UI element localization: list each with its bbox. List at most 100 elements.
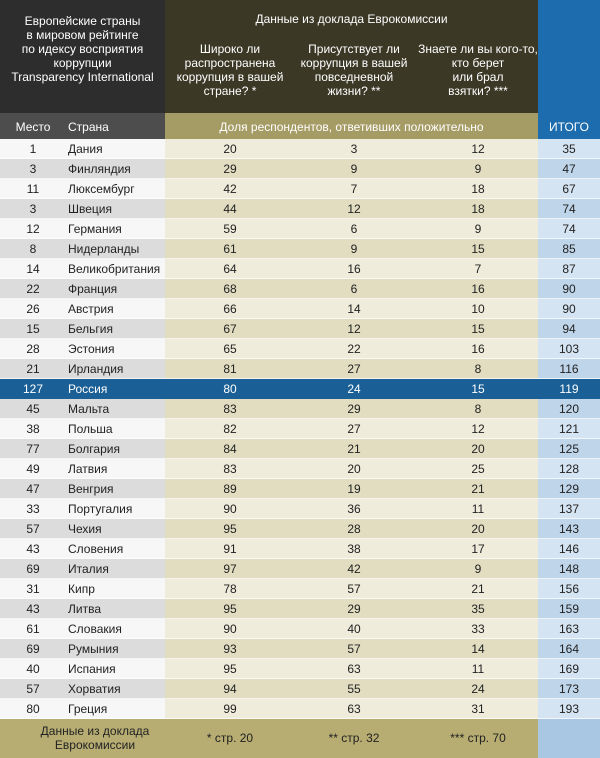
cell: 63 (347, 662, 361, 676)
row-bg (165, 419, 538, 439)
cell: 83 (223, 402, 237, 416)
row-bg (538, 179, 600, 199)
row-bg (165, 319, 538, 339)
cell: 9 (474, 222, 482, 236)
cell: 99 (223, 702, 237, 716)
cell: 91 (223, 542, 237, 556)
cell: 65 (223, 342, 237, 356)
cell: 3 (29, 202, 37, 216)
row-bg (0, 559, 165, 579)
row-bg (165, 459, 538, 479)
cell: 81 (223, 362, 237, 376)
footer-note: ** стр. 32 (328, 731, 380, 745)
cell: 121 (558, 422, 580, 436)
cell: 77 (26, 442, 40, 456)
row-divider (0, 258, 600, 259)
cell: 94 (562, 322, 576, 336)
cell: 24 (347, 382, 361, 396)
cell: 12 (471, 142, 485, 156)
subheader-middle (165, 113, 538, 139)
cell: Португалия (68, 502, 133, 516)
row-divider (0, 558, 600, 559)
row-bg (0, 239, 165, 259)
cell: 66 (223, 302, 237, 316)
cell: Литва (68, 602, 101, 616)
row-divider (0, 538, 600, 539)
row-bg (0, 399, 165, 419)
cell: 67 (562, 182, 576, 196)
row-bg (0, 519, 165, 539)
cell: 29 (347, 402, 361, 416)
cell: 45 (26, 402, 40, 416)
cell: 3 (29, 162, 37, 176)
row-bg (165, 539, 538, 559)
row-bg (165, 579, 538, 599)
cell: 173 (558, 682, 580, 696)
row-divider (0, 478, 600, 479)
row-bg (538, 639, 600, 659)
cell: 21 (347, 442, 361, 456)
cell: 17 (471, 542, 485, 556)
cell: 12 (471, 422, 485, 436)
cell: 87 (562, 262, 576, 276)
cell: 6 (350, 282, 358, 296)
header-left (0, 0, 165, 113)
cell: 29 (347, 602, 361, 616)
cell: 128 (558, 462, 580, 476)
row-divider (0, 218, 600, 219)
row-bg (165, 599, 538, 619)
cell: Польша (68, 422, 113, 436)
subheader-left (0, 113, 165, 139)
cell: 21 (26, 362, 40, 376)
cell: 69 (26, 642, 40, 656)
cell: 33 (471, 622, 485, 636)
col-header: Доля респондентов, ответивших положитель… (219, 120, 484, 134)
cell: 90 (223, 622, 237, 636)
row-bg (165, 639, 538, 659)
cell: Финляндия (68, 162, 131, 176)
cell: 80 (26, 702, 40, 716)
cell: 90 (562, 302, 576, 316)
cell: 10 (471, 302, 485, 316)
cell: 1 (29, 142, 37, 156)
cell: Нидерланды (68, 242, 140, 256)
row-bg (538, 519, 600, 539)
cell: 8 (29, 242, 37, 256)
cell: 61 (223, 242, 237, 256)
row-bg (165, 339, 538, 359)
row-bg (538, 399, 600, 419)
cell: 27 (347, 422, 361, 436)
cell: 42 (223, 182, 237, 196)
cell: Германия (68, 222, 122, 236)
row-bg (0, 679, 165, 699)
cell: Кипр (68, 582, 95, 596)
row-bg (0, 179, 165, 199)
cell: 95 (223, 602, 237, 616)
cell: 129 (558, 482, 580, 496)
row-bg (165, 159, 538, 179)
cell: 68 (223, 282, 237, 296)
cell: 11 (471, 662, 485, 676)
row-bg (165, 279, 538, 299)
cell: 25 (471, 462, 485, 476)
row-bg (538, 279, 600, 299)
row-divider (0, 378, 600, 379)
question: Знаете ли вы кого-то, кто берет или брал… (418, 42, 538, 98)
cell: 33 (26, 502, 40, 516)
cell: 15 (471, 242, 485, 256)
cell: Великобритания (68, 262, 161, 276)
row-divider (0, 438, 600, 439)
cell: 11 (471, 502, 485, 516)
cell: 69 (26, 562, 40, 576)
row-bg (538, 659, 600, 679)
row-bg (0, 139, 165, 159)
cell: 156 (558, 582, 580, 596)
footer-source: Данные из доклада Еврокомиссии (40, 724, 150, 752)
row-bg (0, 319, 165, 339)
row-divider (0, 458, 600, 459)
row-bg (165, 479, 538, 499)
cell: 78 (223, 582, 237, 596)
cell: 12 (347, 202, 361, 216)
row-bg (0, 479, 165, 499)
